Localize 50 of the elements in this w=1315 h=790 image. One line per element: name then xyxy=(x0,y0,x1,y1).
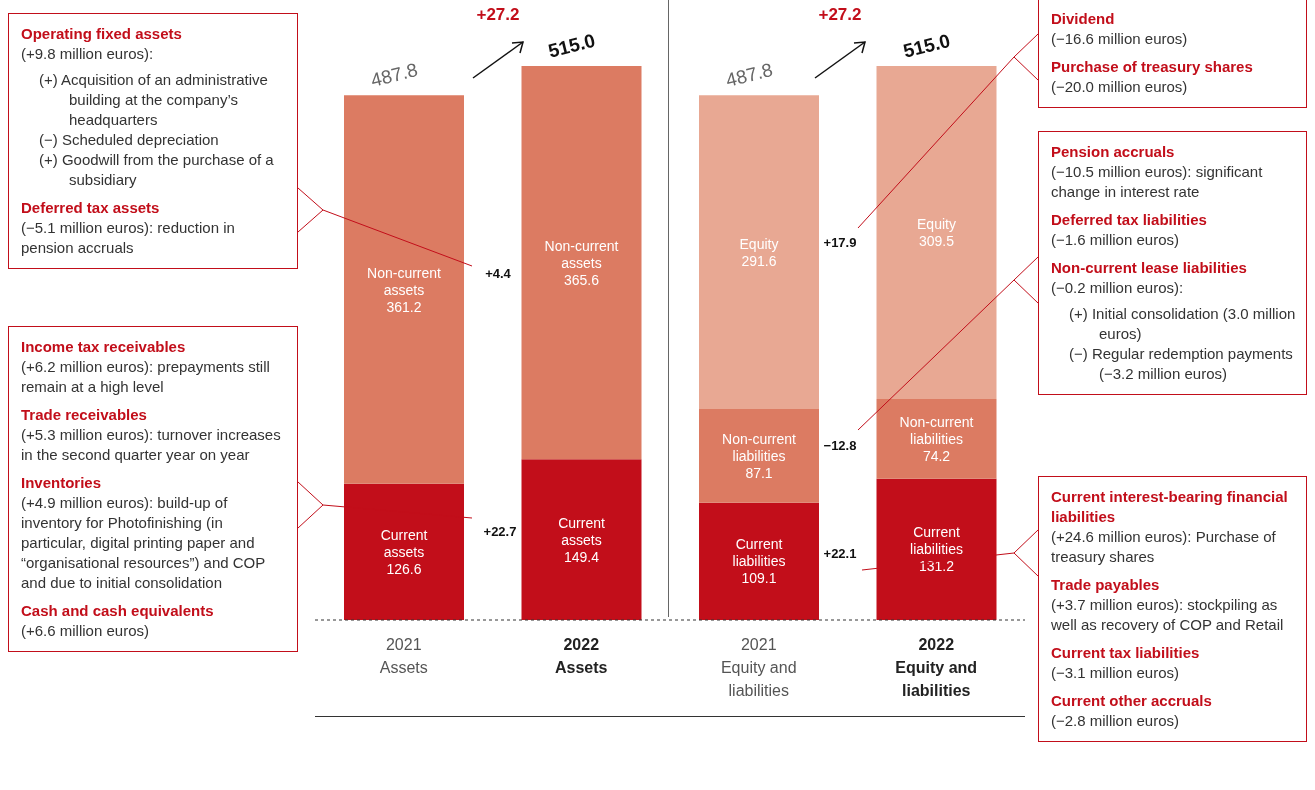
total-label: 487.8 xyxy=(368,59,420,91)
annotation: −12.8 xyxy=(823,438,857,453)
text: Trade receivables (+5.3 million euros): turnover increases in the second quarter year on year xyxy=(21,405,282,465)
text: Current other accruals (−2.8 million euros) xyxy=(1051,691,1213,731)
text: +27.2 xyxy=(476,5,520,24)
bar xyxy=(344,95,464,484)
total-label: 515.0 xyxy=(546,29,598,62)
annotation: +22.7 xyxy=(483,524,517,539)
data-label: Non-current assets 361.2 xyxy=(367,264,442,315)
bar xyxy=(876,399,997,479)
data-label: Equity 291.6 xyxy=(739,235,779,269)
bar xyxy=(876,66,997,400)
text: +27.2 xyxy=(818,5,862,24)
text: Inventories (+4.9 million euros): build-up of inventory for Photofinishing (in particular, digital printing paper and “organisational resources”) and COP and due to initial consolidation xyxy=(21,473,266,593)
annotation: +22.1 xyxy=(823,546,857,561)
bar xyxy=(699,502,819,620)
text: Current tax liabilities (−3.1 million euros) xyxy=(1051,643,1201,683)
text: Operating fixed assets (+9.8 million euros): (+) Acquisition of an administrative building at the company’s headquarters (−) Scheduled depreciation (+) Goodwill from the purchase of a subsidiary xyxy=(21,24,275,190)
text: Cash and cash equivalents (+6.6 million euros) xyxy=(21,601,215,641)
text: Trade payables (+3.7 million euros): stockpiling as well as recovery of COP and Retail xyxy=(1051,575,1285,635)
x-tick-label: 2022 Assets xyxy=(555,636,608,676)
bar xyxy=(876,478,997,620)
total-label: 487.8 xyxy=(723,59,775,91)
text: Pension accruals (−10.5 million euros): significant change in interest rate xyxy=(1051,142,1264,202)
data-label: Non-current liabilities 74.2 xyxy=(899,413,974,464)
data-label: Current assets 126.6 xyxy=(380,526,428,577)
bar xyxy=(699,408,819,503)
data-label: Current liabilities 131.2 xyxy=(910,524,963,575)
text: Current interest-bearing financial liabilities (+24.6 million euros): Purchase of treasury shares xyxy=(1051,487,1289,567)
text: Non-current lease liabilities (−0.2 million euros): (+) Initial consolidation (3.0 million euros) (−) Regular redemption payments (−3.2 million euros) xyxy=(1051,258,1297,384)
text: Income tax receivables (+6.2 million euros): prepayments still remain at a high level xyxy=(21,337,271,397)
data-label: Non-current liabilities 87.1 xyxy=(722,430,797,481)
data-label: Current assets 149.4 xyxy=(558,514,605,565)
bar xyxy=(699,95,819,409)
bar xyxy=(521,65,642,460)
bar xyxy=(344,483,464,620)
text: Deferred tax liabilities (−1.6 million euros) xyxy=(1051,210,1208,250)
bar xyxy=(521,459,642,620)
data-label: Current liabilities 109.1 xyxy=(732,536,786,587)
x-tick-label: 2021 Assets xyxy=(379,636,428,676)
text: Purchase of treasury shares (−20.0 million euros) xyxy=(1051,57,1254,97)
data-label: Equity 309.5 xyxy=(917,216,956,250)
annotation: +17.9 xyxy=(823,235,857,250)
text: Deferred tax assets (−5.1 million euros): reduction in pension accruals xyxy=(21,198,236,258)
data-label: Non-current assets 365.6 xyxy=(544,237,619,288)
x-tick-label: 2022 Equity and liabilities xyxy=(895,636,978,699)
x-tick-label: 2021 Equity and liabilities xyxy=(720,636,797,699)
total-label: 515.0 xyxy=(901,29,953,62)
text: Dividend (−16.6 million euros) xyxy=(1051,9,1189,49)
annotation: +4.4 xyxy=(485,266,512,281)
